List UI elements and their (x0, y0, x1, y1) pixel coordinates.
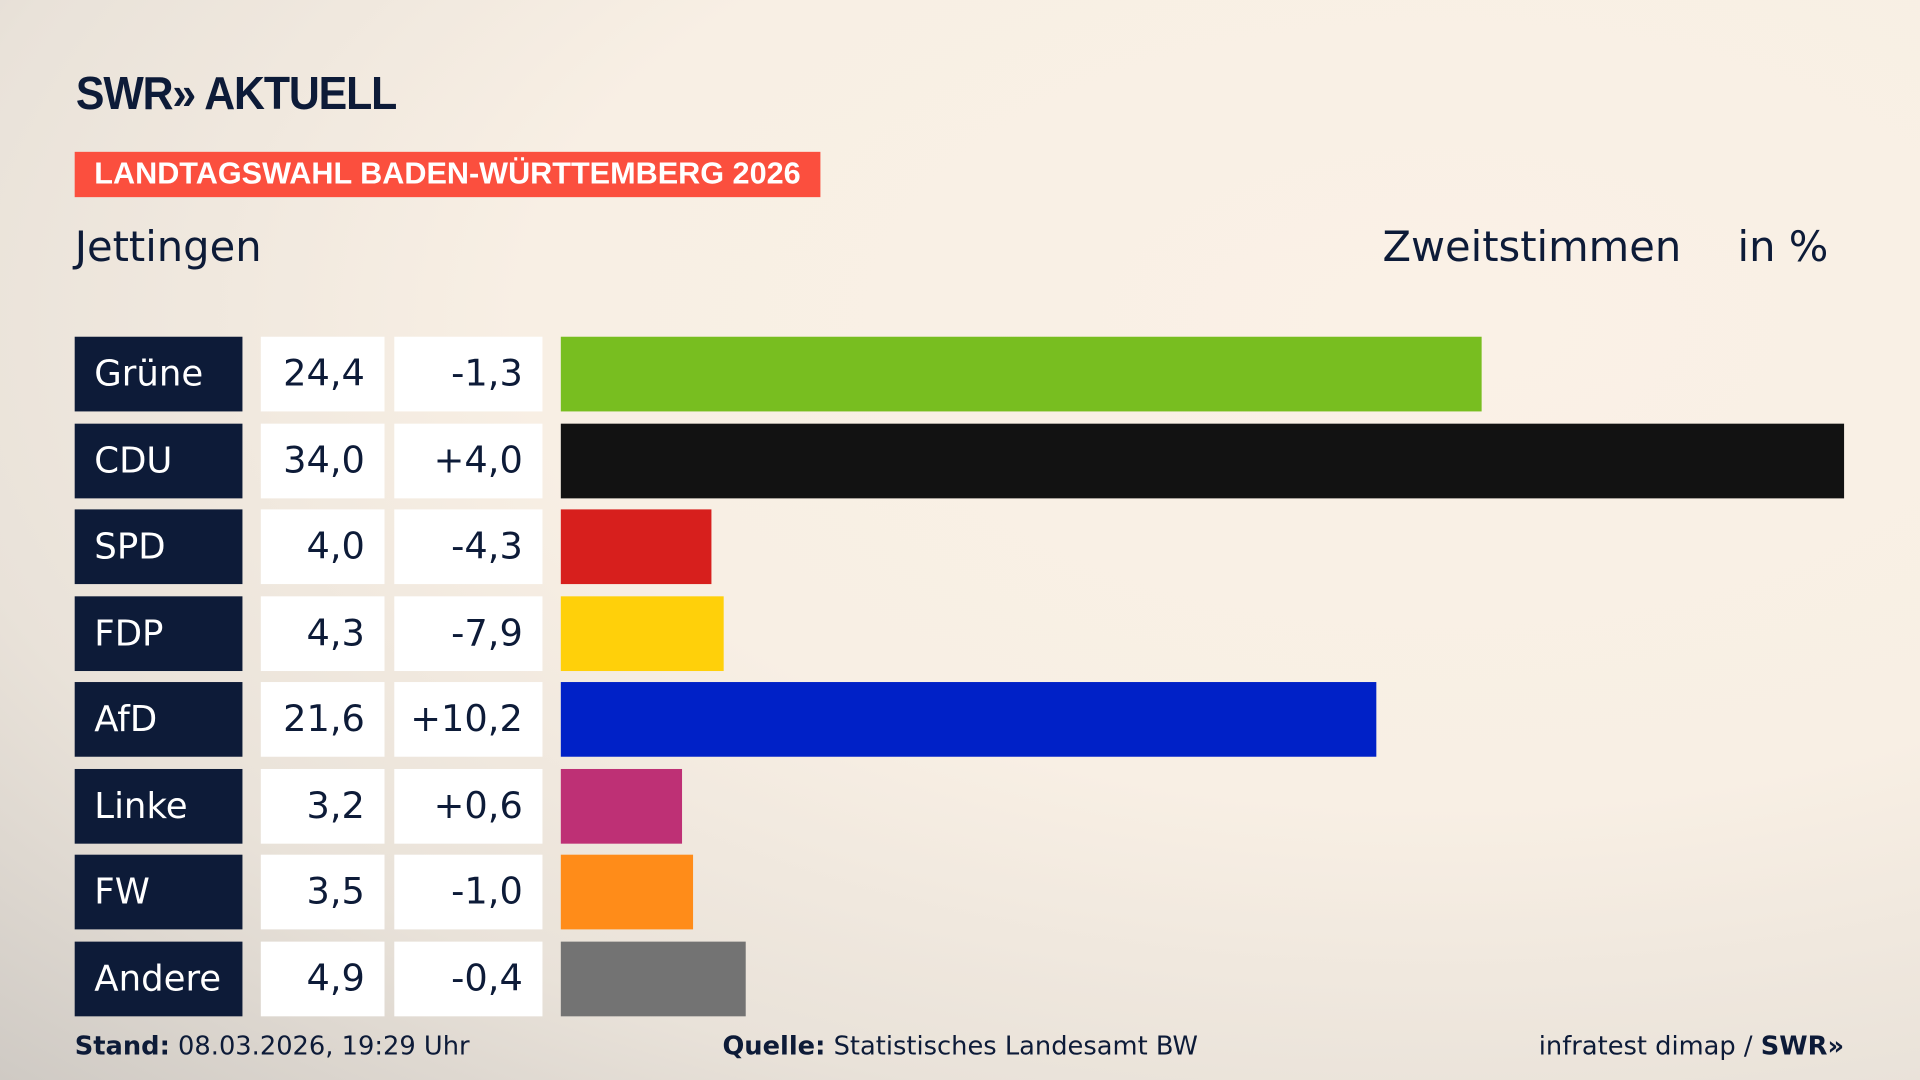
unit-header: in % (1737, 222, 1829, 272)
bar (560, 854, 693, 930)
bar (560, 509, 712, 585)
votes-header: Zweitstimmen (1382, 222, 1682, 272)
value-label: 4,3 (260, 595, 385, 671)
credit: infratest dimap / SWR» (1539, 1031, 1844, 1060)
party-label: FW (74, 854, 243, 930)
bar (560, 595, 724, 671)
source-label: Quelle: (722, 1031, 826, 1061)
value-label: 34,0 (260, 423, 385, 498)
bar (560, 336, 1482, 412)
credit-text: infratest dimap / (1538, 1031, 1761, 1061)
change-label: -7,9 (394, 595, 543, 671)
change-label: -4,3 (394, 509, 543, 585)
bar (560, 682, 1377, 757)
change-label: +4,0 (394, 423, 543, 498)
party-label: AfD (74, 682, 243, 757)
value-label: 21,6 (260, 682, 385, 757)
change-label: +0,6 (394, 768, 543, 844)
party-label: SPD (74, 509, 243, 585)
swr-aktuell-logo: SWR» AKTUELL (75, 68, 397, 121)
source-value: Statistisches Landesamt BW (833, 1031, 1198, 1061)
party-label: FDP (74, 595, 243, 671)
bar (560, 423, 1845, 498)
value-label: 24,4 (260, 336, 385, 412)
party-label: Andere (74, 941, 243, 1016)
bar (560, 941, 746, 1016)
party-label: Grüne (74, 336, 243, 412)
change-label: +10,2 (394, 682, 543, 757)
election-banner: LANDTAGSWAHL BADEN-WÜRTTEMBERG 2026 (74, 151, 821, 198)
change-label: -1,0 (394, 854, 543, 930)
value-label: 4,9 (260, 941, 385, 1016)
swr-logo: SWR» (1760, 1031, 1845, 1061)
value-label: 3,2 (260, 768, 385, 844)
bar (560, 768, 682, 844)
party-label: CDU (74, 423, 243, 498)
change-label: -0,4 (394, 941, 543, 1016)
value-label: 3,5 (260, 854, 385, 930)
party-label: Linke (74, 768, 243, 844)
value-label: 4,0 (260, 509, 385, 585)
stand-label: Stand: (74, 1031, 170, 1061)
change-label: -1,3 (394, 336, 543, 412)
stand-value: 08.03.2026, 19:29 Uhr (178, 1031, 470, 1061)
timestamp: Stand: 08.03.2026, 19:29 Uhr (75, 1031, 470, 1060)
location-title: Jettingen (74, 222, 262, 272)
source: Quelle: Statistisches Landesamt BW (722, 1031, 1198, 1060)
